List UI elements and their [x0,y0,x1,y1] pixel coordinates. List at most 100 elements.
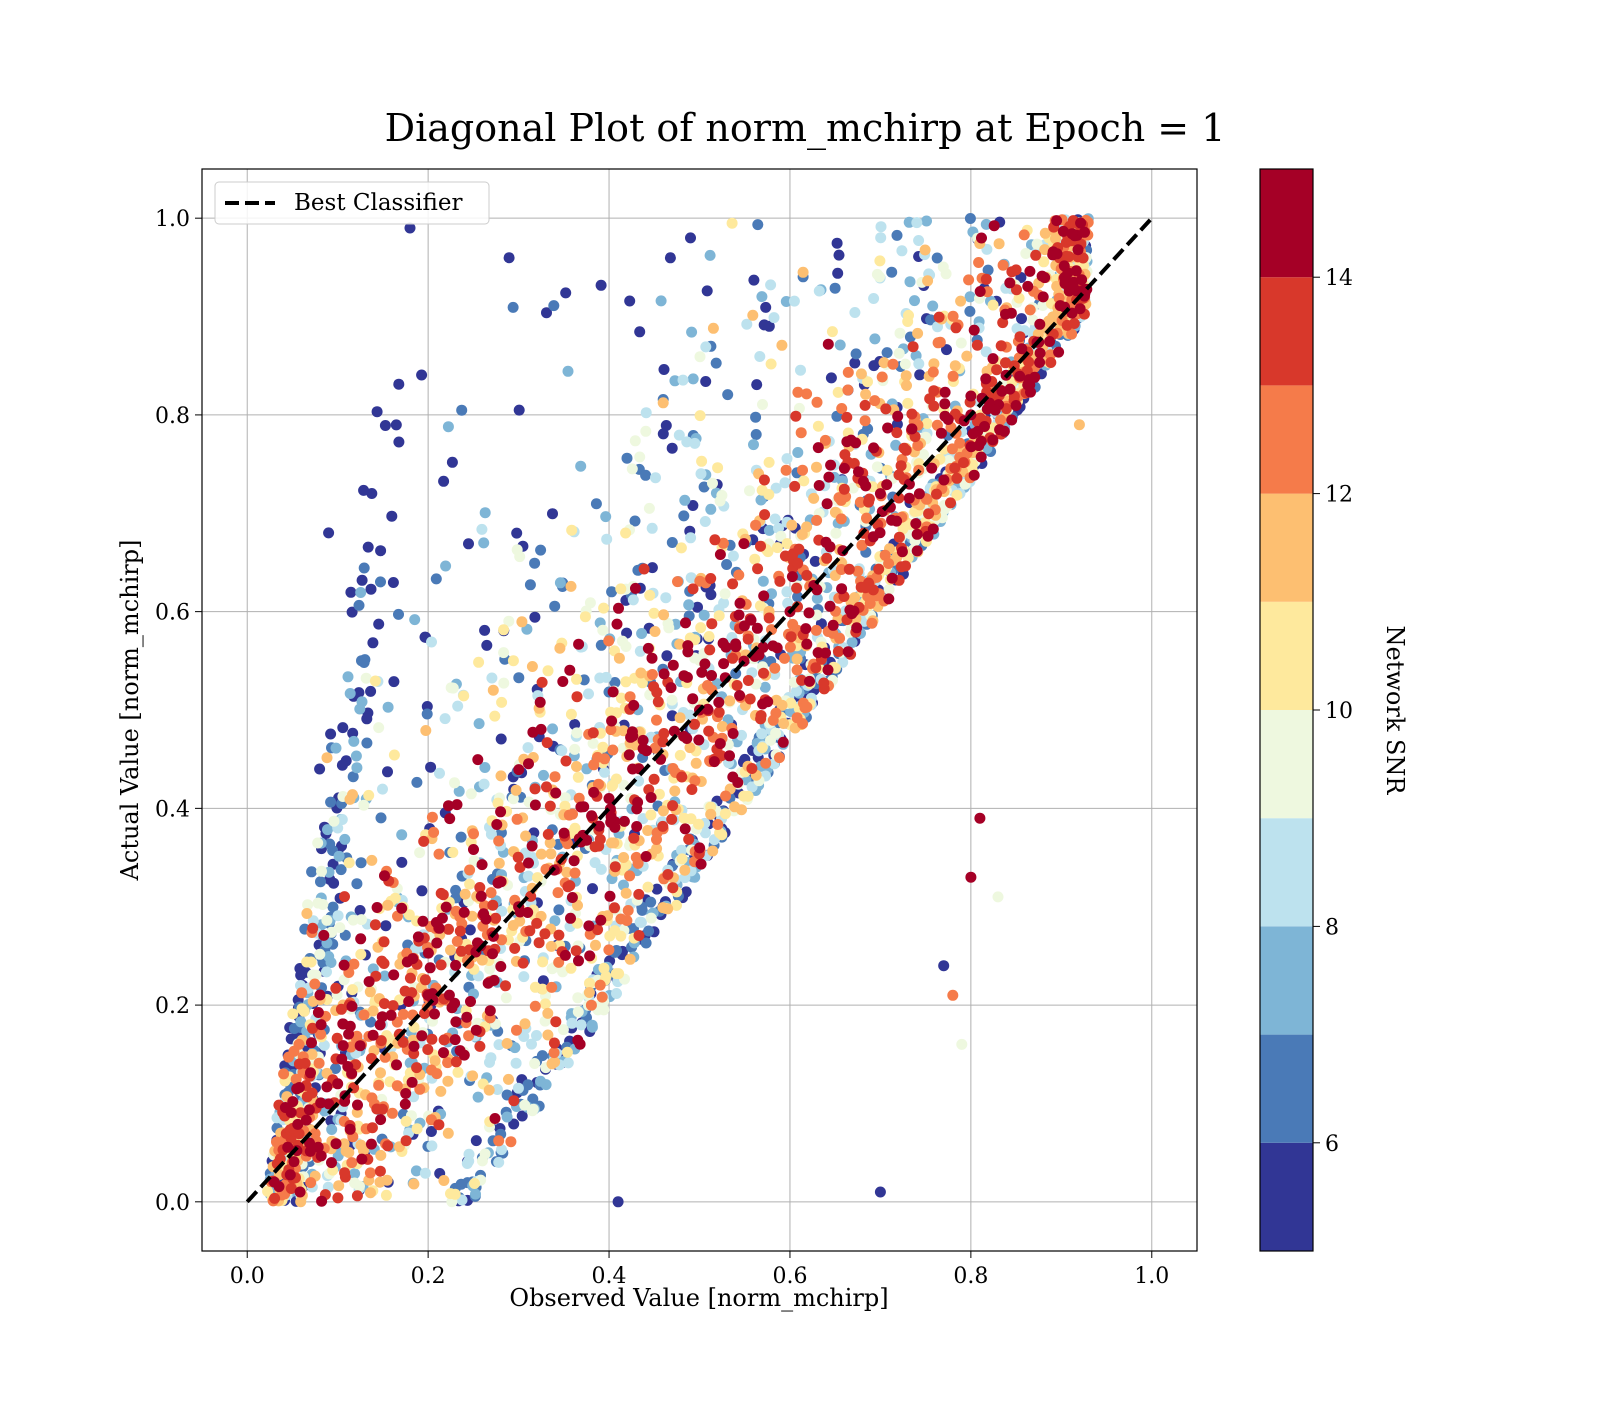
scatter-point [411,776,423,788]
scatter-point [673,429,685,441]
scatter-point [451,935,463,947]
scatter-point [531,917,543,929]
scatter-point [479,1148,491,1160]
scatter-point [949,462,961,474]
scatter-point [902,397,914,409]
scatter-point [539,928,551,940]
scatter-point [468,844,479,855]
scatter-point [913,235,925,246]
scatter-point [791,653,803,665]
scatter-point [501,1111,513,1123]
scatter-points [262,213,1094,1208]
scatter-point [1072,244,1084,256]
scatter-point [295,1196,307,1208]
scatter-point [1070,265,1082,277]
scatter-point [327,901,339,913]
scatter-point [451,799,463,811]
scatter-point [584,597,596,609]
scatter-point [881,347,893,359]
scatter-point [361,737,373,749]
scatter-point [546,981,558,993]
scatter-point [374,1165,386,1177]
scatter-point [336,759,348,771]
scatter-point [336,814,348,825]
scatter-point [316,865,327,877]
scatter-point [354,1040,366,1052]
scatter-point [830,527,842,539]
scatter-point [422,1044,434,1055]
scatter-point [1010,264,1022,276]
scatter-point [859,415,871,427]
scatter-point [304,1137,315,1149]
scatter-point [973,440,985,452]
scatter-point [910,518,922,530]
scatter-point [328,815,340,827]
scatter-point [336,1053,348,1065]
scatter-point [474,1040,486,1052]
scatter-point [332,910,344,922]
scatter-point [832,646,844,657]
scatter-point [822,338,834,350]
scatter-point [618,815,630,827]
scatter-point [553,904,565,916]
scatter-point [648,773,660,785]
scatter-point [615,930,627,942]
scatter-point [411,1123,423,1135]
scatter-point [557,966,569,978]
scatter-point [826,326,838,338]
scatter-point [554,577,566,589]
scatter-point [492,797,504,809]
scatter-point [854,496,866,508]
scatter-point [886,266,898,278]
scatter-point [651,834,662,845]
colorbar-tick-label: 12 [1325,483,1353,508]
scatter-point [305,956,317,968]
scatter-point [791,582,803,594]
scatter-point [443,923,454,935]
scatter-point [526,1038,537,1050]
scatter-point [699,516,711,527]
scatter-point [487,948,498,960]
scatter-point [719,588,731,600]
scatter-point [351,878,363,890]
scatter-point [493,857,505,869]
scatter-point [686,784,698,795]
scatter-point [565,580,577,592]
scatter-point [500,992,512,1004]
scatter-point [676,853,688,865]
scatter-point [454,925,466,937]
scatter-point [508,1118,520,1130]
scatter-point [547,508,558,520]
scatter-point [435,959,447,971]
scatter-point [391,1080,403,1092]
scatter-point [658,668,670,680]
colorbar-tick-label: 14 [1325,266,1353,291]
scatter-point [360,672,372,684]
scatter-point [600,511,612,523]
scatter-point [390,419,402,431]
scatter-point [445,682,457,694]
scatter-point [285,1183,297,1194]
scatter-point [570,945,582,957]
scatter-point [455,831,467,843]
scatter-point [646,562,658,574]
scatter-point [355,1139,367,1151]
scatter-point [693,818,705,830]
scatter-point [851,622,863,634]
scatter-point [694,410,706,422]
scatter-point [542,828,554,840]
scatter-point [592,751,603,763]
scatter-point [363,789,375,801]
scatter-point [887,358,899,370]
scatter-point [587,883,598,895]
scatter-point [765,734,776,746]
scatter-point [912,440,924,451]
scatter-point [558,827,570,839]
scatter-point [549,600,561,612]
scatter-point [705,503,717,515]
scatter-point [1038,256,1050,268]
scatter-point [646,669,658,680]
scatter-point [321,752,333,764]
scatter-point [642,881,654,893]
scatter-point [649,626,661,637]
